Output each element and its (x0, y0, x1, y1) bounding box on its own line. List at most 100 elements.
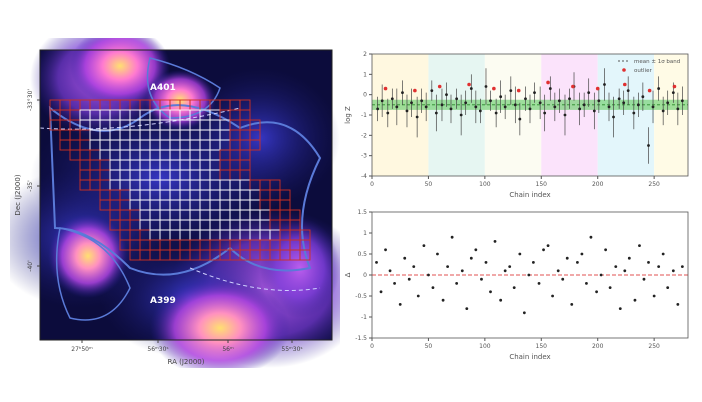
data-point (480, 277, 483, 281)
y-axis-label: log Z (344, 106, 352, 124)
ytick-label: 1 (363, 71, 367, 78)
data-point (390, 97, 394, 101)
data-point (518, 252, 522, 256)
data-point (522, 311, 526, 315)
data-point (578, 107, 582, 111)
data-point (537, 282, 541, 285)
data-point (626, 89, 630, 92)
ytick-label: -3 (361, 153, 367, 160)
xtick-label: 50 (425, 343, 433, 350)
xtick-label: 200 (592, 181, 604, 188)
data-point (489, 290, 492, 294)
data-point (415, 115, 419, 119)
data-point (546, 244, 550, 247)
xtick-label: 0 (370, 181, 374, 188)
data-point (450, 235, 454, 239)
xtick-label: 150 (536, 343, 548, 350)
data-point (440, 103, 444, 107)
xtick-label: 150 (536, 181, 548, 188)
map-xtick-label: 56ᵐ30ˢ (147, 346, 168, 353)
outlier-point (647, 88, 652, 93)
data-point (551, 294, 554, 298)
data-point (657, 265, 661, 268)
data-point (680, 265, 684, 268)
data-point (595, 290, 598, 294)
data-point (493, 240, 497, 243)
data-point (494, 111, 498, 115)
map-xtick-label: 27ʰ50ᵐ (71, 346, 93, 353)
map-xtick-label: 56ᵐ (222, 346, 234, 353)
outlier-point (492, 86, 496, 91)
data-point (538, 101, 542, 105)
data-point (449, 107, 453, 111)
data-point (524, 97, 527, 101)
data-point (585, 282, 588, 285)
bg-band (541, 54, 598, 176)
data-point (484, 85, 488, 88)
ytick-label: 2 (363, 51, 367, 58)
data-point (636, 103, 640, 107)
data-point (563, 113, 567, 117)
data-point (384, 248, 387, 252)
bg-band (484, 54, 542, 176)
outlier-point (546, 80, 550, 85)
data-point (676, 303, 680, 306)
cluster-map-panel: A401 A399 -33°30' -35' -40' 27ʰ50ᵐ 56ᵐ30ˢ 56ᵐ 55… (0, 18, 370, 378)
data-point (508, 265, 512, 268)
data-point (459, 113, 463, 117)
data-point (599, 273, 603, 277)
data-point (587, 91, 591, 95)
data-point (671, 269, 675, 273)
grid-cell (249, 139, 261, 151)
data-point (531, 261, 535, 264)
top-chart-panel: 0 50 100 150 200 250 -4 -3 -2 -1 0 1 2 Chain index log… (338, 44, 700, 202)
data-point (503, 105, 507, 109)
data-point (632, 111, 636, 115)
data-point (465, 307, 469, 310)
top-chart: 0 50 100 150 200 250 -4 -3 -2 -1 0 1 2 Chain index log… (344, 51, 689, 199)
data-point (607, 105, 611, 109)
ytick-label: -4 (361, 173, 367, 180)
data-point (589, 235, 593, 239)
outlier-point (672, 84, 677, 89)
grid-cell (299, 249, 311, 261)
data-point (403, 256, 407, 260)
data-point (561, 277, 565, 281)
data-point (661, 252, 665, 256)
cluster-map: A401 A399 -33°30' -35' -40' 27ʰ50ᵐ 56ᵐ30ˢ 56ᵐ 55… (0, 18, 370, 378)
data-point (647, 144, 650, 147)
dashed-contour (39, 107, 241, 130)
outlier-point (595, 86, 600, 91)
data-point (557, 99, 561, 103)
bg-band (428, 54, 485, 176)
ytick-label: 1 (363, 230, 367, 237)
data-point (436, 252, 439, 256)
data-point (671, 91, 675, 95)
map-frame (39, 49, 333, 341)
data-point (427, 273, 430, 277)
contour-line (55, 227, 131, 321)
data-point (614, 265, 618, 268)
data-point (680, 99, 684, 103)
data-point (401, 91, 404, 95)
data-point (622, 101, 626, 105)
data-point (416, 294, 420, 298)
data-point (553, 105, 557, 109)
data-point (398, 303, 402, 306)
ytick-label: 0.5 (357, 251, 367, 258)
outlier-point (413, 88, 417, 93)
outlier-point (383, 86, 388, 91)
data-point (503, 269, 507, 273)
y-axis-label: Δ (344, 272, 352, 277)
bottom-chart: 0 50 100 150 200 250 -1.5 -1 -0.5 0 0.5 1 1.5 Chain i… (344, 209, 689, 361)
x-axis-label: Chain index (509, 353, 550, 361)
data-point (568, 97, 571, 101)
data-point (548, 87, 552, 90)
data-point (474, 248, 478, 252)
outlier-point (623, 82, 627, 87)
data-point (570, 303, 574, 306)
map-ytick-label: -35' (27, 180, 34, 192)
ytick-label: 0 (363, 92, 367, 99)
data-point (542, 248, 545, 252)
bg-band (654, 54, 688, 176)
